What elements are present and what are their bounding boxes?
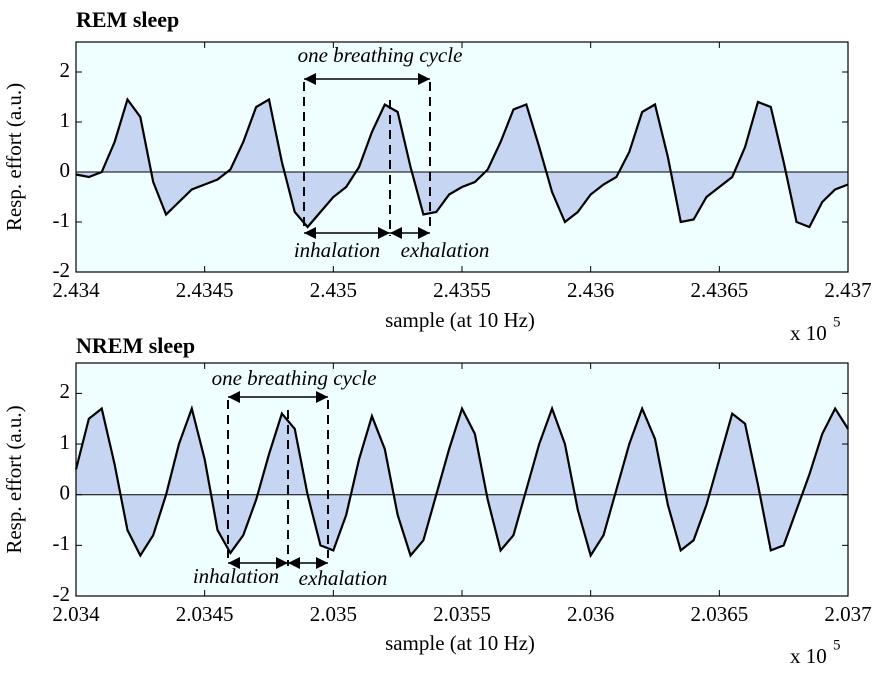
x-tick-label: 2.0345: [176, 602, 234, 626]
y-tick-label: 0: [60, 158, 71, 182]
chart-title: NREM sleep: [76, 333, 195, 358]
y-tick-label: 2: [60, 379, 71, 403]
x-scale-exponent: 5: [833, 637, 841, 653]
x-tick-label: 2.435: [310, 278, 357, 302]
x-tick-label: 2.434: [52, 278, 100, 302]
chart-title: REM sleep: [76, 7, 179, 32]
x-tick-label: 2.037: [824, 602, 871, 626]
x-tick-label: 2.036: [567, 602, 614, 626]
x-tick-label: 2.4355: [433, 278, 491, 302]
y-tick-label: 1: [60, 430, 71, 454]
y-tick-label: 2: [60, 58, 71, 82]
x-tick-label: 2.0365: [690, 602, 748, 626]
line: [74, 404, 849, 559]
x-tick-label: 2.4365: [690, 278, 748, 302]
annotation: one breathing cycle: [212, 366, 377, 390]
panel: -2 -1 0 1 2 2.434 2.4345 2.435 2.4355 2.436 2.4365…: [2, 7, 872, 345]
x-tick-label: 2.436: [567, 278, 614, 302]
x-axis-label: sample (at 10 Hz): [385, 631, 535, 655]
x-tick-label: 2.034: [52, 602, 100, 626]
x-tick-label: 2.4345: [176, 278, 234, 302]
y-tick-label: 1: [60, 108, 71, 132]
x-tick-label: 2.437: [824, 278, 871, 302]
annotation: exhalation: [299, 566, 388, 590]
y-tick-label: -2: [53, 582, 71, 606]
annotations: one breathing cycle inhalation exhalatio…: [193, 366, 388, 590]
x-scale-label: x 10: [790, 321, 827, 345]
x-scale-exponent: 5: [833, 314, 841, 330]
x-tick-label: 2.035: [310, 602, 357, 626]
line: [75, 97, 849, 229]
y-tick-label: -1: [53, 208, 71, 232]
panel: -2 -1 0 1 2 2.034 2.0345 2.035 2.0355 2.036 2.0365…: [2, 333, 872, 668]
y-tick-label: -1: [53, 531, 71, 555]
y-tick-label: -2: [53, 258, 71, 282]
x-tick-label: 2.0355: [433, 602, 491, 626]
area: [76, 99, 848, 227]
annotation: inhalation: [193, 564, 279, 588]
area: [76, 408, 848, 556]
y-axis-label: Resp. effort (a.u.): [2, 83, 26, 231]
y-axis-label: Resp. effort (a.u.): [2, 405, 26, 553]
x-axis-label: sample (at 10 Hz): [385, 308, 535, 332]
plot-background: [76, 42, 848, 272]
annotations: one breathing cycle inhalation exhalatio…: [294, 43, 490, 262]
annotation: exhalation: [401, 238, 490, 262]
annotation: one breathing cycle: [298, 43, 463, 67]
y-tick-label: 0: [60, 481, 71, 505]
annotation: inhalation: [294, 238, 380, 262]
x-scale-label: x 10: [790, 644, 827, 668]
